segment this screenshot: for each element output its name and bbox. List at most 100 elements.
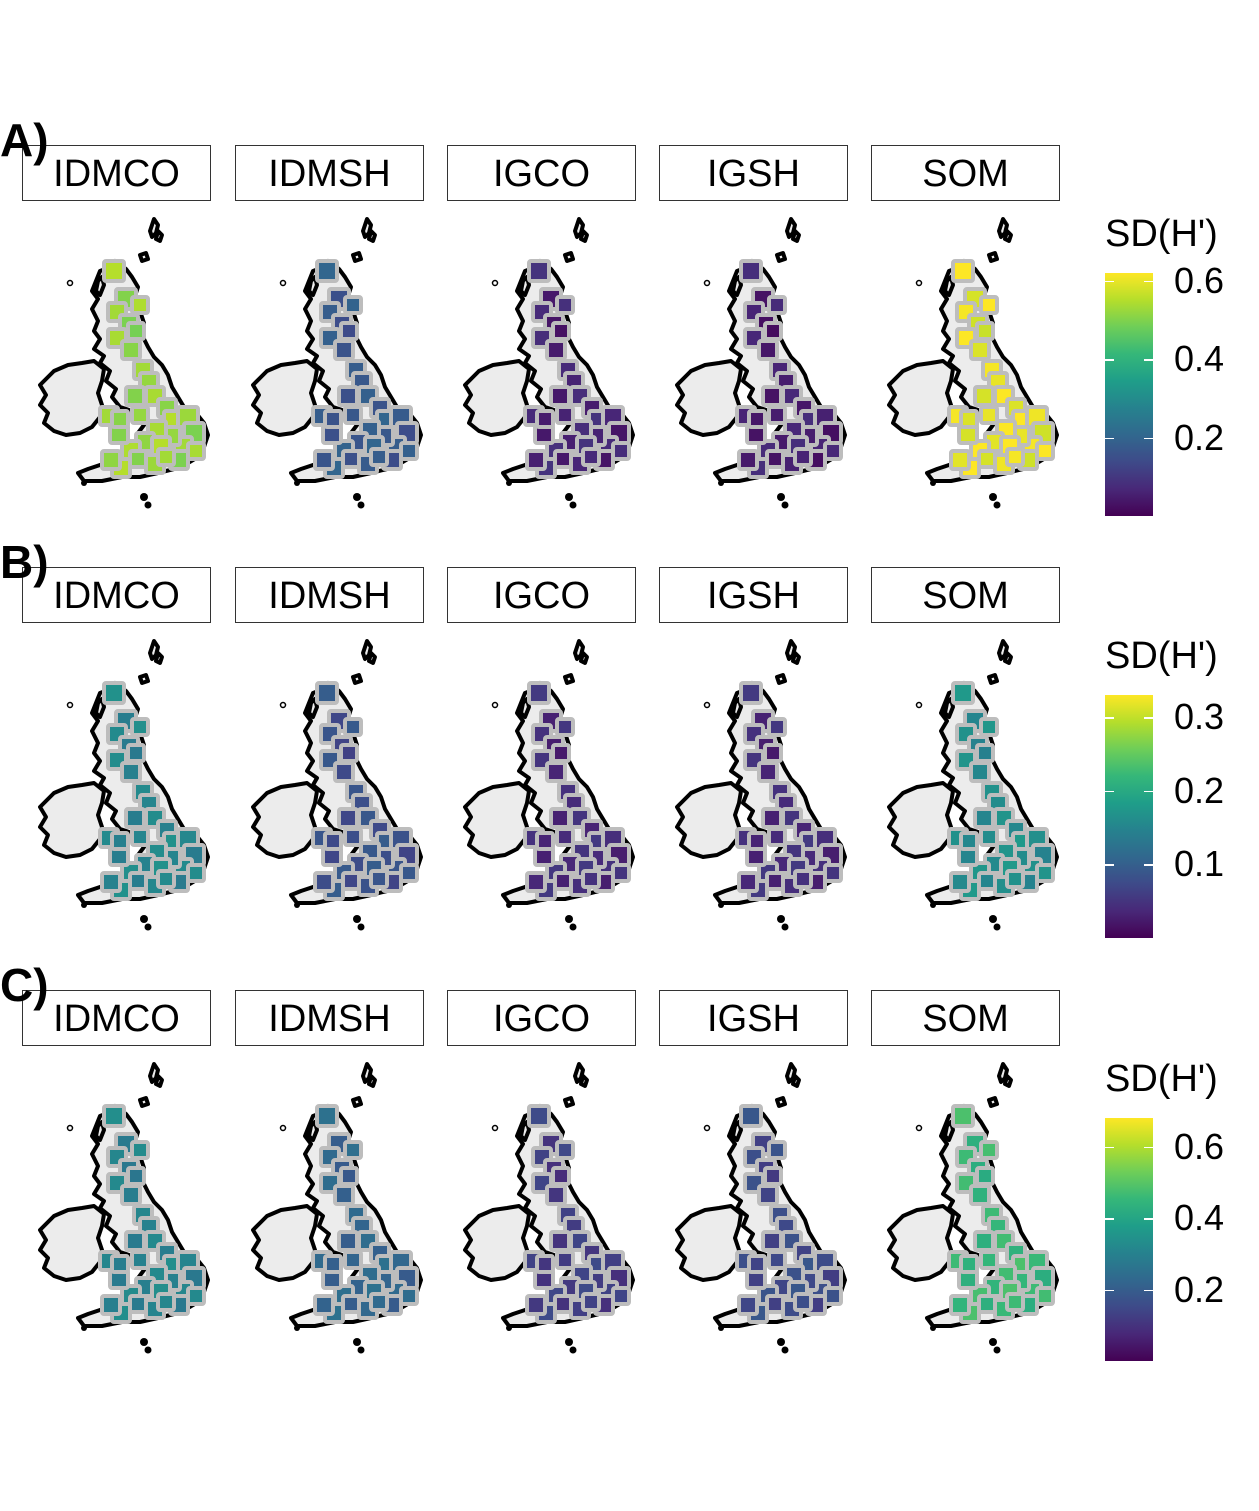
grid-cell [757,761,779,783]
row-label: C) [0,959,49,1011]
grid-cell [823,441,843,461]
island-dot [703,1124,711,1132]
legend-tick-label: 0.1 [1174,843,1225,885]
grid-cell [555,717,575,737]
grid-cell [549,385,571,407]
island-dot [781,1346,789,1354]
grid-cell [186,441,206,461]
island-dot [777,1338,785,1346]
shetland-islands [785,217,801,243]
grid-cell [951,681,975,705]
hebrides-islands [731,275,743,297]
legend-tick-label: 0.6 [1174,1125,1225,1167]
grid-cell [100,449,122,471]
island-dot [144,923,152,931]
island-dot [930,902,936,908]
facet-strip: IDMSH [235,567,424,623]
grid-cell [126,1166,146,1186]
shetland-islands [148,1062,164,1088]
uk-map [675,639,847,931]
grid-cell [761,807,783,829]
island-dot [993,923,1001,931]
orkney-islands [138,251,150,263]
island-dot [140,915,148,923]
grid-cell [333,761,355,783]
map-panel [225,211,437,511]
grid-cell [102,1104,126,1128]
grid-cell [339,1166,359,1186]
island-dot [506,902,512,908]
grid-cell [525,1294,547,1316]
uk-map [887,217,1059,509]
colorbar-tick [1144,359,1153,361]
map-panel [649,633,861,933]
grid-cell [1005,1292,1025,1312]
grid-cell [343,1140,363,1160]
grid-cell [611,1286,631,1306]
grid-cell [343,827,363,847]
island-dot [81,902,87,908]
grid-cell [737,1294,759,1316]
facet-strip: IDMCO [22,145,211,201]
island-dot [915,279,923,287]
island-dot [66,1124,74,1132]
colorbar-tick [1105,1289,1114,1292]
island-dot [703,279,711,287]
island-dot [506,1325,512,1331]
colorbar-tick [1105,359,1114,361]
grid-cell [337,807,359,829]
island-dot [989,493,997,501]
grid-cell [128,871,148,891]
grid-cell [1005,447,1025,467]
grid-cell [341,449,361,469]
facet-strip: IDMCO [22,990,211,1046]
map-panel [649,211,861,511]
grid-cell [313,871,335,893]
grid-cell [747,831,767,851]
island-dot [353,915,361,923]
grid-cell [555,1250,575,1270]
grid-cell [975,743,995,763]
grid-cell [551,1166,571,1186]
island-dot [989,915,997,923]
grid-cell [130,295,150,315]
orkney-islands [138,673,150,685]
grid-cell [823,1286,843,1306]
grid-cell [761,385,783,407]
island-dot [993,1346,1001,1354]
grid-cell [951,259,975,283]
grid-cell [343,717,363,737]
map-panel [649,1056,861,1356]
grid-cell [763,1166,783,1186]
grid-cell [553,449,573,469]
grid-cell [767,717,787,737]
facet-strip: IDMSH [235,145,424,201]
ireland-landmass [675,359,743,437]
grid-cell [525,871,547,893]
island-dot [140,493,148,501]
island-dot [777,915,785,923]
orkney-islands [987,1096,999,1108]
facet-strip: SOM [871,567,1060,623]
colorbar-tick [1105,1146,1114,1149]
ireland-landmass [887,781,955,859]
colorbar-tick [1144,280,1153,283]
grid-cell [337,1230,359,1252]
grid-cell [959,831,979,851]
facet-strip: IGCO [447,567,636,623]
ireland-landmass [675,781,743,859]
grid-cell [100,1294,122,1316]
facet-strip: IDMCO [22,567,211,623]
grid-cell [100,871,122,893]
facet-strip: IGSH [659,990,848,1046]
grid-cell [545,1184,567,1206]
legend-tick-label: 0.2 [1174,416,1225,458]
row-label: A) [0,114,49,166]
uk-map [463,1062,635,1354]
grid-cell [977,871,997,891]
island-dot [993,501,1001,509]
grid-cell [765,871,785,891]
hebrides-islands [94,697,106,719]
grid-cell [767,1250,787,1270]
grid-cell [186,1286,206,1306]
